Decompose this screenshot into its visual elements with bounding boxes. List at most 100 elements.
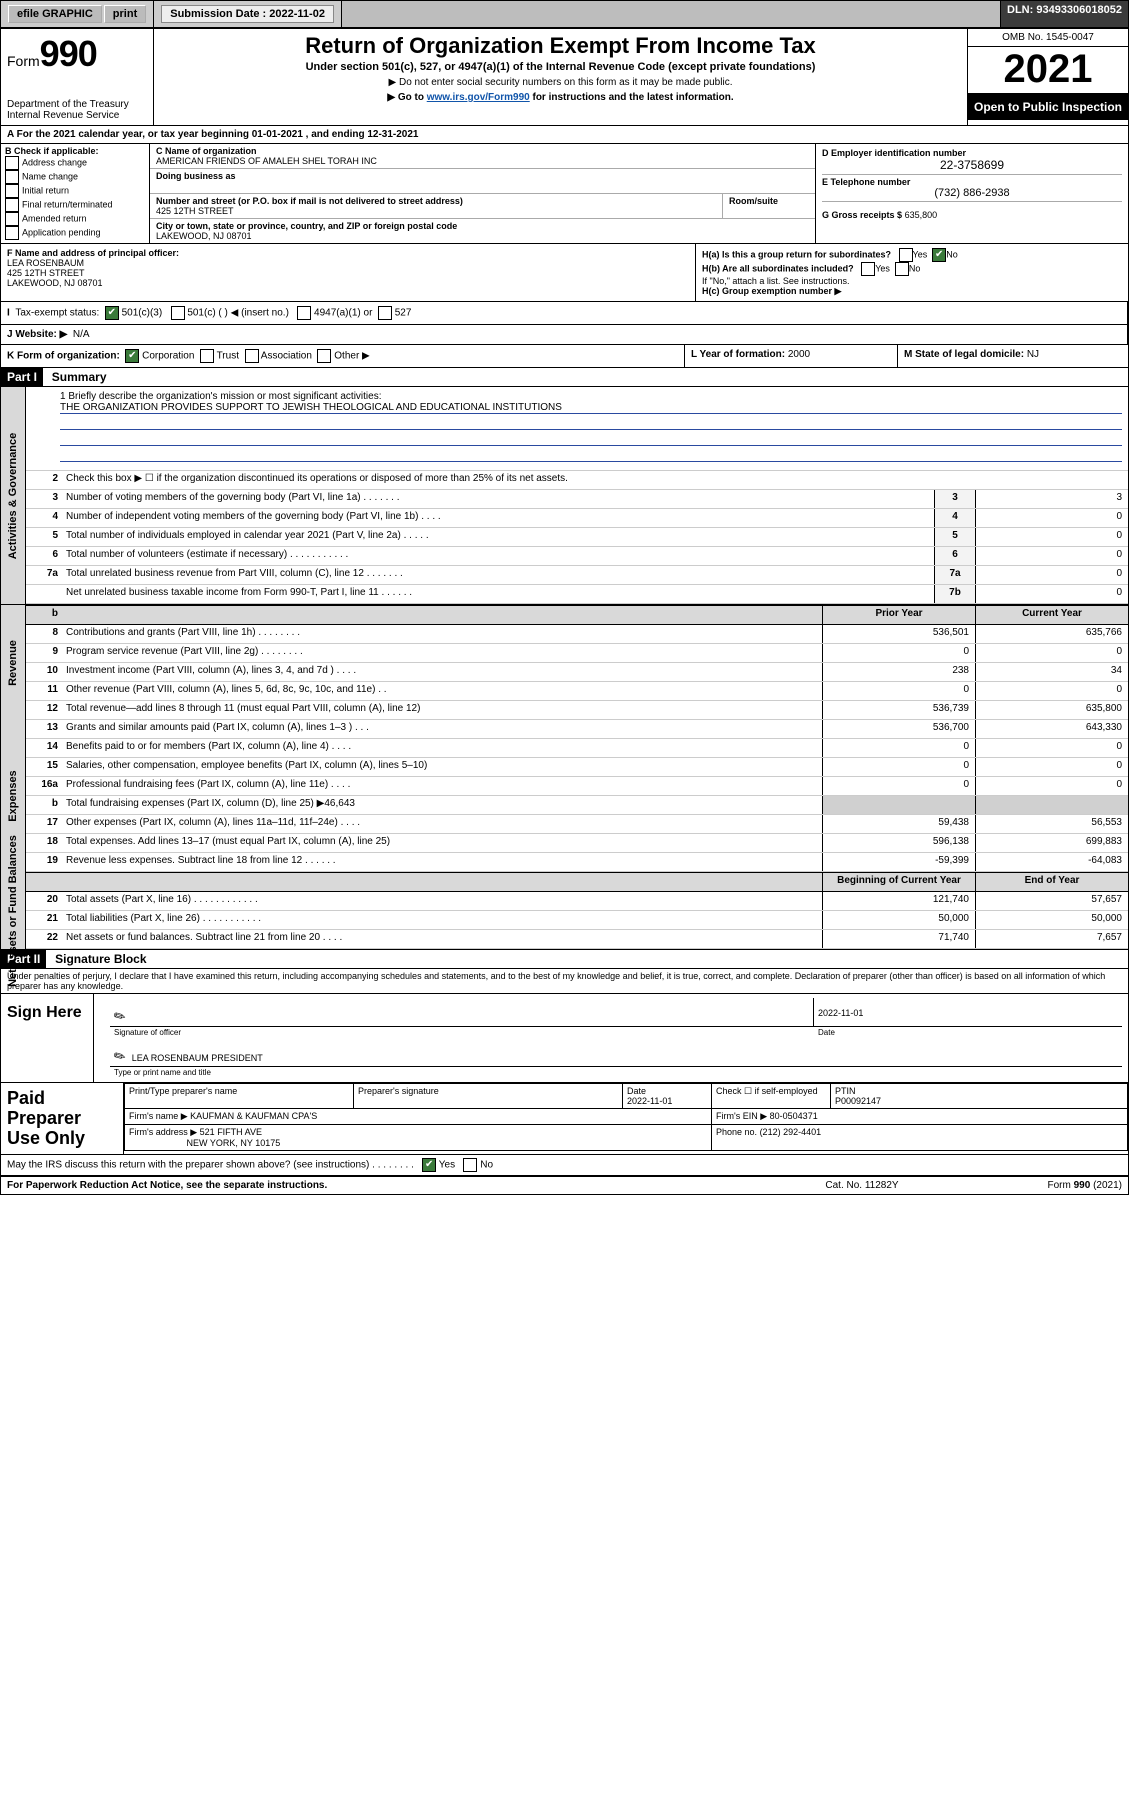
firm-ein: 80-0504371	[770, 1111, 818, 1121]
sig-officer-label: Signature of officer	[114, 1028, 818, 1037]
corp-label: Corporation	[142, 351, 194, 362]
final-return-checkbox[interactable]	[5, 198, 19, 212]
other-label: Other ▶	[334, 351, 369, 362]
ptin-value: P00092147	[835, 1096, 881, 1106]
header-right: OMB No. 1545-0047 2021 Open to Public In…	[967, 29, 1128, 125]
line-current	[975, 796, 1128, 814]
ha-yes-checkbox[interactable]	[899, 248, 913, 262]
print-button[interactable]: print	[104, 5, 146, 23]
app-pending-checkbox[interactable]	[5, 226, 19, 240]
line-num: 12	[26, 701, 62, 719]
line-current: 643,330	[975, 720, 1128, 738]
form-header: Form990 Department of the Treasury Inter…	[1, 29, 1128, 126]
submission-date: 2022-11-02	[269, 8, 325, 20]
initial-return-checkbox[interactable]	[5, 184, 19, 198]
address-change-checkbox[interactable]	[5, 156, 19, 170]
org-name: AMERICAN FRIENDS OF AMALEH SHEL TORAH IN…	[156, 156, 809, 166]
hc-label: H(c) Group exemption number ▶	[702, 286, 841, 296]
hb-no-label: No	[909, 263, 921, 273]
line-prior: 0	[822, 758, 975, 776]
line-desc: Grants and similar amounts paid (Part IX…	[62, 720, 822, 738]
501c3-checkbox[interactable]: ✔	[105, 306, 119, 320]
line-prior: -59,399	[822, 853, 975, 871]
discuss-yes-checkbox[interactable]: ✔	[422, 1158, 436, 1172]
4947-checkbox[interactable]	[297, 306, 311, 320]
line-amount: 0	[975, 547, 1128, 565]
sig-date-label: Date	[818, 1028, 1118, 1037]
line-prior: 71,740	[822, 930, 975, 948]
irs-link[interactable]: www.irs.gov/Form990	[427, 92, 530, 103]
name-address: C Name of organization AMERICAN FRIENDS …	[150, 144, 816, 243]
line-desc: Other expenses (Part IX, column (A), lin…	[62, 815, 822, 833]
beg-end-header: Beginning of Current Year End of Year	[26, 872, 1128, 892]
name-change-checkbox[interactable]	[5, 170, 19, 184]
line-desc: Total fundraising expenses (Part IX, col…	[62, 796, 822, 814]
summary-line: 9 Program service revenue (Part VIII, li…	[26, 644, 1128, 663]
assoc-checkbox[interactable]	[245, 349, 259, 363]
tax-year: 2021	[968, 47, 1128, 94]
summary-line: 10 Investment income (Part VIII, column …	[26, 663, 1128, 682]
line-desc: Salaries, other compensation, employee b…	[62, 758, 822, 776]
org-name-label: C Name of organization	[156, 146, 809, 156]
line-prior	[822, 796, 975, 814]
firm-phone: (212) 292-4401	[760, 1127, 822, 1137]
current-year-header: Current Year	[975, 606, 1128, 624]
year-formed: L Year of formation: 2000	[685, 345, 898, 367]
line-num: 14	[26, 739, 62, 757]
preparer-table: Print/Type preparer's name Preparer's si…	[124, 1083, 1128, 1151]
other-checkbox[interactable]	[317, 349, 331, 363]
line-desc: Benefits paid to or for members (Part IX…	[62, 739, 822, 757]
hb-yes-checkbox[interactable]	[861, 262, 875, 276]
line-prior: 0	[822, 644, 975, 662]
line-num: 19	[26, 853, 62, 871]
line-num	[26, 585, 62, 603]
line-desc: Revenue less expenses. Subtract line 18 …	[62, 853, 822, 871]
line-box: 5	[934, 528, 975, 546]
year-formed-label: L Year of formation:	[691, 349, 785, 360]
amended-return-label: Amended return	[22, 213, 87, 223]
submission-label: Submission Date :	[170, 8, 266, 20]
line-box: 4	[934, 509, 975, 527]
trust-checkbox[interactable]	[200, 349, 214, 363]
gov-line: Net unrelated business taxable income fr…	[26, 585, 1128, 604]
line-current: 0	[975, 777, 1128, 795]
line-current: -64,083	[975, 853, 1128, 871]
form-prefix: Form	[7, 53, 40, 69]
dln-label: DLN:	[1007, 4, 1033, 16]
amended-return-checkbox[interactable]	[5, 212, 19, 226]
officer-street: 425 12TH STREET	[7, 268, 689, 278]
527-checkbox[interactable]	[378, 306, 392, 320]
line-current: 7,657	[975, 930, 1128, 948]
line-prior: 536,700	[822, 720, 975, 738]
summary-line: 19 Revenue less expenses. Subtract line …	[26, 853, 1128, 872]
hb-yes-label: Yes	[875, 263, 890, 273]
firm-phone-label: Phone no.	[716, 1127, 757, 1137]
rev-section: Revenue b Prior Year Current Year 8 Cont…	[1, 605, 1128, 720]
prior-year-header: Prior Year	[822, 606, 975, 624]
topbar: efile GRAPHIC print Submission Date : 20…	[0, 0, 1129, 28]
form-outer: Form990 Department of the Treasury Inter…	[0, 28, 1129, 1195]
ein-phone: D Employer identification number 22-3758…	[816, 144, 1128, 243]
line-num: 4	[26, 509, 62, 527]
line-desc: Investment income (Part VIII, column (A)…	[62, 663, 822, 681]
dba-label: Doing business as	[156, 171, 809, 181]
firm-addr1: 521 FIFTH AVE	[200, 1127, 262, 1137]
part2-header: Part II Signature Block	[1, 950, 1128, 969]
line-prior: 596,138	[822, 834, 975, 852]
line-desc: Program service revenue (Part VIII, line…	[62, 644, 822, 662]
discuss-yes-label: Yes	[439, 1160, 455, 1171]
goto-pre: ▶ Go to	[387, 92, 426, 103]
footer-form-year: (2021)	[1090, 1180, 1122, 1191]
rev-vlabel: Revenue	[1, 605, 26, 720]
dept-treasury: Department of the Treasury	[7, 99, 147, 110]
line-desc: Total assets (Part X, line 16) . . . . .…	[62, 892, 822, 910]
501c-label: 501(c) ( ) ◀ (insert no.)	[187, 308, 289, 319]
hb-no-checkbox[interactable]	[895, 262, 909, 276]
corp-checkbox[interactable]: ✔	[125, 349, 139, 363]
501c-checkbox[interactable]	[171, 306, 185, 320]
ha-no-checkbox[interactable]: ✔	[932, 248, 946, 262]
gov-line: 2 Check this box ▶ ☐ if the organization…	[26, 471, 1128, 490]
line-desc: Total liabilities (Part X, line 26) . . …	[62, 911, 822, 929]
discuss-no-checkbox[interactable]	[463, 1158, 477, 1172]
line-num: 7a	[26, 566, 62, 584]
